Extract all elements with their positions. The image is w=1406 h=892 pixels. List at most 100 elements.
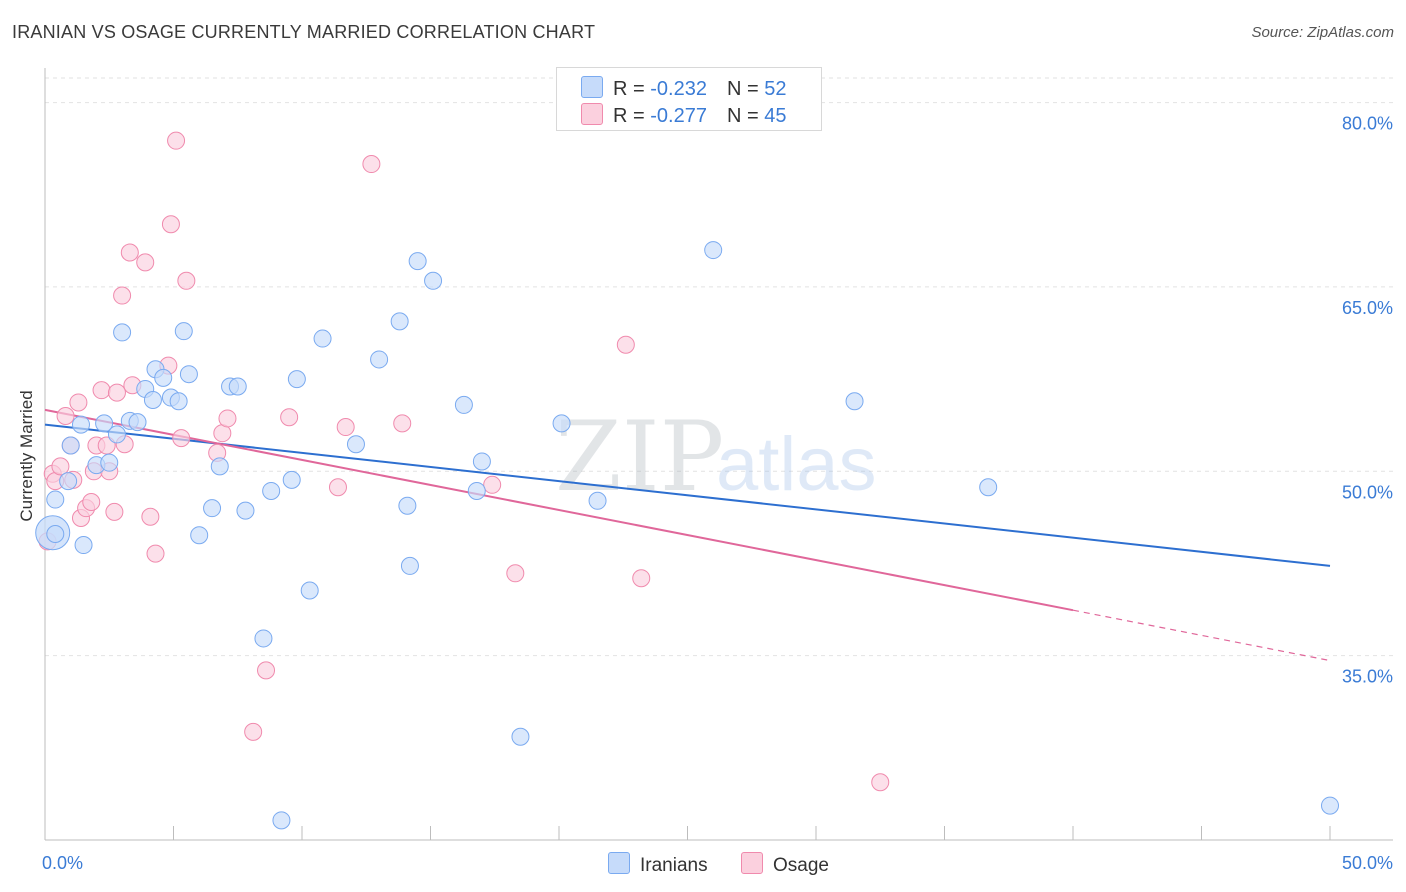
iranians-point bbox=[472, 452, 491, 471]
y-tick-label: 65.0% bbox=[1342, 298, 1393, 318]
r-value: -0.277 bbox=[650, 105, 707, 127]
y-tick-label: 35.0% bbox=[1342, 667, 1393, 687]
iranians-point bbox=[128, 413, 147, 432]
iranians-point bbox=[424, 271, 443, 290]
chart-title: IRANIAN VS OSAGE CURRENTLY MARRIED CORRE… bbox=[12, 22, 596, 42]
x-tick-label: 50.0% bbox=[1342, 853, 1393, 873]
legend-label: Iranians bbox=[640, 855, 708, 876]
osage-swatch-icon bbox=[581, 103, 603, 125]
legend-label: Osage bbox=[773, 855, 829, 876]
y-tick-label: 80.0% bbox=[1342, 114, 1393, 134]
iranians-point bbox=[190, 526, 209, 545]
iranians-point bbox=[61, 436, 80, 455]
osage-point bbox=[177, 271, 196, 290]
r-label: R = bbox=[613, 78, 651, 100]
iranians-point bbox=[236, 501, 255, 520]
osage-point bbox=[506, 564, 525, 583]
grid-lines bbox=[45, 77, 1393, 657]
iranians-point bbox=[1321, 796, 1339, 815]
iranians-point bbox=[313, 329, 332, 348]
osage-point bbox=[632, 569, 651, 588]
iranians-point bbox=[169, 392, 188, 411]
iranians-point bbox=[143, 391, 162, 410]
osage-point bbox=[51, 457, 70, 476]
iranians-swatch-icon bbox=[581, 76, 603, 98]
iranians-point bbox=[552, 414, 571, 433]
iranians-point bbox=[511, 727, 530, 746]
iranians-point bbox=[346, 435, 365, 454]
iranians-point bbox=[398, 496, 417, 515]
osage-point bbox=[280, 408, 299, 427]
iranians-point bbox=[390, 312, 409, 331]
data-points bbox=[35, 131, 1339, 830]
iranians-point bbox=[300, 581, 319, 600]
iranians-point bbox=[174, 322, 193, 341]
axes bbox=[44, 68, 1393, 841]
iranians-point bbox=[588, 491, 607, 510]
legend-item-iranians[interactable]: Iranians bbox=[608, 852, 708, 877]
osage-point bbox=[871, 773, 890, 792]
stats-legend: R = -0.232 N = 52 R = -0.277 N = 45 bbox=[556, 67, 822, 131]
r-value: -0.232 bbox=[650, 78, 707, 100]
iranians-point bbox=[370, 350, 389, 369]
osage-point bbox=[56, 406, 75, 425]
iranians-point bbox=[845, 392, 864, 411]
iranians-point bbox=[210, 457, 229, 476]
iranians-point bbox=[262, 481, 281, 500]
osage-point bbox=[136, 253, 155, 272]
osage-point bbox=[172, 429, 191, 448]
iranians-point bbox=[254, 629, 273, 648]
osage-point bbox=[107, 383, 126, 402]
osage-point bbox=[97, 436, 116, 455]
n-label: N = bbox=[726, 105, 765, 127]
iranians-point bbox=[59, 472, 78, 491]
y-axis-label-group: Currently Married bbox=[17, 390, 36, 521]
iranians-point bbox=[74, 536, 93, 555]
osage-point bbox=[146, 544, 165, 563]
osage-point bbox=[82, 493, 101, 512]
iranians-point bbox=[979, 478, 998, 497]
n-value: 45 bbox=[764, 105, 787, 127]
osage-point bbox=[218, 409, 237, 428]
trend-line-iranians bbox=[44, 423, 1331, 567]
watermark-atlas: atlas bbox=[716, 422, 877, 507]
osage-point bbox=[328, 478, 347, 497]
iranians-point bbox=[203, 499, 222, 518]
watermark-zip: ZIP bbox=[555, 401, 724, 513]
iranians-point bbox=[154, 368, 173, 387]
osage-point bbox=[244, 722, 263, 741]
trend-line-osage-extension bbox=[1072, 609, 1331, 662]
osage-point bbox=[393, 414, 412, 433]
source-label: Source: ZipAtlas.com bbox=[1251, 24, 1394, 41]
trend-line-osage bbox=[44, 408, 1074, 612]
osage-point bbox=[336, 418, 355, 437]
tick-labels: 35.0% 50.0% 65.0% 80.0% 0.0% 50.0% bbox=[42, 114, 1393, 873]
iranians-point bbox=[71, 415, 90, 434]
iranians-point bbox=[100, 453, 119, 472]
osage-point bbox=[616, 335, 635, 354]
iranians-point bbox=[287, 370, 306, 389]
osage-point bbox=[105, 502, 124, 521]
n-value: 52 bbox=[764, 78, 787, 100]
osage-point bbox=[161, 215, 180, 234]
y-tick-label: 50.0% bbox=[1342, 482, 1393, 502]
iranians-point bbox=[46, 490, 65, 509]
osage-point bbox=[69, 393, 88, 412]
iranians-point bbox=[467, 481, 486, 500]
iranians-point bbox=[113, 323, 132, 342]
n-label: N = bbox=[726, 78, 765, 100]
iranians-point bbox=[282, 470, 301, 489]
iranians-point bbox=[179, 365, 198, 384]
osage-point bbox=[120, 243, 139, 262]
watermark: ZIP atlas bbox=[555, 401, 877, 513]
r-label: R = bbox=[613, 105, 651, 127]
osage-point bbox=[167, 131, 186, 150]
iranians-point bbox=[228, 377, 247, 396]
legend-item-osage[interactable]: Osage bbox=[741, 852, 829, 877]
iranians-point bbox=[95, 414, 114, 433]
osage-point bbox=[141, 507, 160, 526]
osage-point bbox=[483, 475, 502, 494]
osage-legend-icon bbox=[741, 852, 763, 874]
osage-point bbox=[113, 286, 132, 305]
